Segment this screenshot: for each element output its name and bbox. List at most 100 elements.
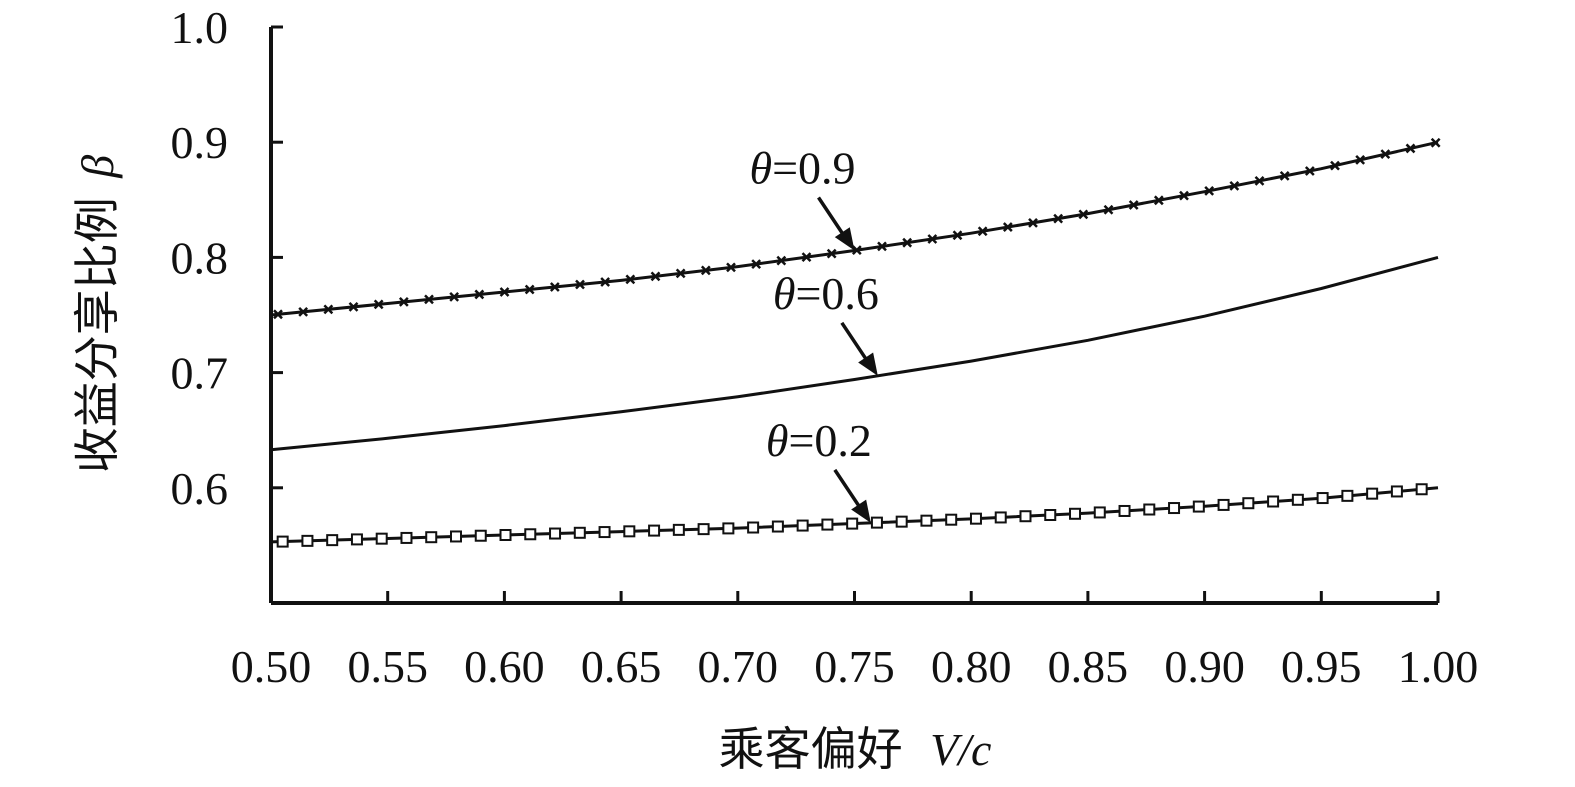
series-point (1279, 171, 1290, 181)
axes: 0.50 0.55 0.60 0.65 0.70 0.75 0.80 0.85 0.90 0.95… (171, 2, 1479, 692)
series-point (1078, 209, 1089, 220)
annotation-arrow (833, 468, 865, 513)
series-label-value: =0.9 (772, 142, 855, 193)
series-point (1316, 492, 1329, 505)
series-point (449, 292, 460, 302)
y-axis-title-variable: β (72, 155, 123, 179)
series-point (722, 522, 735, 535)
series-point (650, 271, 661, 282)
y-tick-label: 1.0 (171, 2, 229, 53)
series-point (301, 534, 314, 547)
series-point (549, 282, 560, 292)
series-point (375, 532, 388, 545)
series-point (273, 309, 283, 320)
series-line-2 (270, 486, 1439, 544)
series-point (398, 297, 409, 307)
series-point (1229, 180, 1240, 191)
series-point (1405, 143, 1416, 154)
series-point (902, 237, 913, 248)
series-point (648, 524, 661, 537)
series-point (298, 306, 309, 317)
series-point (499, 528, 512, 541)
series-point (1341, 489, 1354, 502)
series-point (821, 518, 834, 531)
series-point (424, 294, 434, 305)
x-tick-label: 1.00 (1398, 641, 1479, 692)
series-point (573, 526, 586, 539)
series-point (846, 517, 859, 530)
series-label-symbol: θ (766, 415, 789, 466)
series-point (474, 289, 485, 300)
series-point (575, 279, 585, 290)
series-label: θ=0.6 (773, 268, 879, 319)
series-point (851, 245, 862, 256)
series-point (776, 255, 787, 266)
series-point (801, 252, 812, 263)
series-point (1267, 495, 1280, 508)
series-point (697, 523, 710, 536)
x-axis-title-text: 乘客偏好 (719, 724, 903, 775)
series-point (747, 521, 760, 534)
annotation-arrowhead (858, 352, 878, 376)
y-axis-title-text: 收益分享比例 (72, 197, 123, 473)
series-point (323, 304, 334, 315)
series-point (1128, 200, 1139, 210)
series-point (969, 512, 982, 525)
series-point (920, 514, 933, 527)
series-point (1192, 500, 1205, 513)
series-label: θ=0.2 (766, 415, 872, 466)
series-point (1390, 485, 1403, 498)
series-point (826, 248, 837, 259)
x-tick-label: 0.85 (1048, 641, 1129, 692)
x-tick-label: 0.60 (464, 641, 545, 692)
series-point (600, 277, 611, 287)
series-point (927, 234, 938, 244)
x-tick-label: 0.70 (698, 641, 779, 692)
x-tick-label: 0.75 (814, 641, 895, 692)
series-point (598, 526, 611, 539)
series-point (945, 513, 958, 526)
series-layer (270, 137, 1441, 548)
series-point (1291, 493, 1304, 506)
series-point (1380, 149, 1391, 160)
series-point (1430, 137, 1441, 148)
series-point (1254, 176, 1265, 186)
series-point (1179, 190, 1189, 201)
series-point (1217, 498, 1230, 511)
series-point (1415, 483, 1428, 496)
series-point (994, 511, 1007, 524)
y-tick-label: 0.7 (171, 348, 229, 399)
series-point (350, 533, 363, 546)
series-point (524, 528, 537, 541)
x-axis-title: 乘客偏好 V/c (719, 724, 992, 775)
x-tick-label: 0.80 (931, 641, 1012, 692)
series-point (524, 284, 535, 295)
series-point (549, 527, 562, 540)
series-point (625, 274, 636, 285)
series-point (877, 241, 887, 252)
x-tick-label: 0.50 (231, 641, 312, 692)
x-tick-label: 0.90 (1164, 641, 1245, 692)
series-point (771, 520, 784, 533)
series-point (1153, 195, 1164, 206)
series-point (1118, 504, 1131, 517)
series-point (276, 535, 289, 548)
series-point (326, 534, 339, 547)
series-point (1304, 166, 1315, 176)
y-axis-title: 收益分享比例 β (72, 155, 123, 474)
series-point (348, 301, 359, 312)
series-point (952, 230, 963, 241)
series-label-value: =0.2 (788, 415, 871, 466)
series-point (623, 525, 636, 538)
annotation-arrowhead (834, 227, 855, 251)
series-point (1168, 502, 1181, 515)
series-point (1053, 213, 1064, 224)
series-point (726, 262, 736, 273)
x-tick-label: 0.95 (1281, 641, 1362, 692)
annotation-arrowhead (851, 499, 871, 523)
series-point (373, 299, 384, 310)
series-point (499, 287, 510, 297)
series-point (895, 515, 908, 528)
series-point (1330, 160, 1340, 171)
